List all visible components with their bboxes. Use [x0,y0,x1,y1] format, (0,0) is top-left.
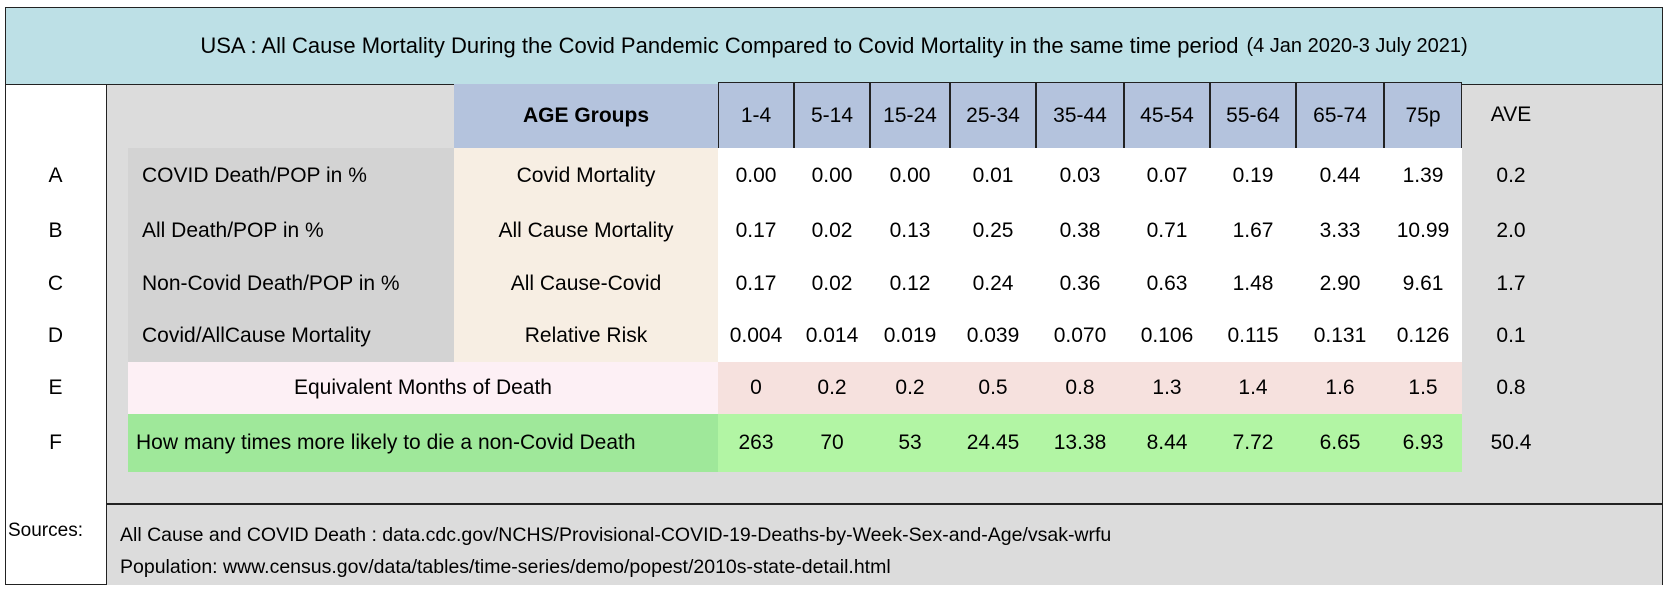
letter-column-divider [106,85,107,585]
title-period: (4 Jan 2020-3 July 2021) [1246,34,1468,57]
value-cell: 0.014 [794,310,870,362]
value-cell: 0.24 [950,258,1036,310]
column-header: 35-44 [1036,82,1124,148]
value-cell: 0.36 [1036,258,1124,310]
value-cell: 2.90 [1296,258,1384,310]
value-cell: 0 [718,362,794,414]
ave-cell: 0.8 [1496,376,1526,399]
value-cell: 263 [718,414,794,472]
value-cell: 6.93 [1384,414,1462,472]
value-cell: 1.5 [1384,362,1462,414]
value-cell: 0.8 [1036,362,1124,414]
value-cell: 1.67 [1210,203,1296,258]
value-cell: 3.33 [1296,203,1384,258]
column-header: 65-74 [1296,82,1384,148]
sources-label: Sources: [8,520,83,541]
ave-cell: 0.1 [1496,324,1526,347]
value-cell: 10.99 [1384,203,1462,258]
value-cell: 0.63 [1124,258,1210,310]
value-cell: 0.131 [1296,310,1384,362]
column-header: 25-34 [950,82,1036,148]
value-cell: 0.19 [1210,148,1296,203]
value-cell: 0.5 [950,362,1036,414]
sources-panel [107,504,1662,585]
column-header: 55-64 [1210,82,1296,148]
value-cell: 0.03 [1036,148,1124,203]
ave-cell: 1.7 [1496,272,1526,295]
value-cell: 0.115 [1210,310,1296,362]
row-letter: D [47,324,64,347]
value-cell: 70 [794,414,870,472]
column-header: 5-14 [794,82,870,148]
value-cell: 0.17 [718,258,794,310]
value-cell: 1.4 [1210,362,1296,414]
value-cell: 0.07 [1124,148,1210,203]
value-cell: 6.65 [1296,414,1384,472]
column-header: 15-24 [870,82,950,148]
source-line-deaths: All Cause and COVID Death : data.cdc.gov… [120,524,1112,546]
value-cell: 1.3 [1124,362,1210,414]
value-cell: 53 [870,414,950,472]
ave-cell: 0.2 [1496,163,1526,187]
value-cell: 0.106 [1124,310,1210,362]
row-label: All Death/POP in % [128,203,454,258]
value-cell: 1.39 [1384,148,1462,203]
source-line-population: Population: www.census.gov/data/tables/t… [120,556,891,578]
value-cell: 0.13 [870,203,950,258]
row-description: Relative Risk [454,310,718,362]
value-cell: 0.01 [950,148,1036,203]
value-cell: 0.02 [794,258,870,310]
value-cell: 0.25 [950,203,1036,258]
value-cell: 0.004 [718,310,794,362]
row-letter: F [49,431,62,454]
value-cell: 0.2 [870,362,950,414]
value-cell: 0.02 [794,203,870,258]
value-cell: 1.48 [1210,258,1296,310]
column-header: 75p [1384,82,1462,148]
row-letter: A [48,163,63,187]
row-letter: C [47,272,64,295]
row-label: Equivalent Months of Death [128,362,718,414]
value-cell: 0.44 [1296,148,1384,203]
value-cell: 9.61 [1384,258,1462,310]
row-label: Non-Covid Death/POP in % [128,258,454,310]
value-cell: 0.039 [950,310,1036,362]
page-title: USA : All Cause Mortality During the Cov… [200,33,1239,58]
column-header: 1-4 [718,82,794,148]
ave-cell: 2.0 [1496,218,1526,242]
value-cell: 24.45 [950,414,1036,472]
value-cell: 0.38 [1036,203,1124,258]
value-cell: 0.019 [870,310,950,362]
table-bottom-divider [107,503,1662,504]
value-cell: 0.00 [870,148,950,203]
row-label: COVID Death/POP in % [128,148,454,203]
age-groups-header: AGE Groups [454,84,718,148]
value-cell: 7.72 [1210,414,1296,472]
value-cell: 0.126 [1384,310,1462,362]
row-label: How many times more likely to die a non-… [128,414,718,472]
value-cell: 0.070 [1036,310,1124,362]
row-letter: E [48,376,63,399]
row-description: All Cause-Covid [454,258,718,310]
row-description: Covid Mortality [454,148,718,203]
title-bar: USA : All Cause Mortality During the Cov… [5,7,1663,85]
value-cell: 1.6 [1296,362,1384,414]
value-cell: 0.00 [718,148,794,203]
row-description: All Cause Mortality [454,203,718,258]
ave-header: AVE [1490,103,1532,126]
value-cell: 8.44 [1124,414,1210,472]
value-cell: 0.71 [1124,203,1210,258]
value-cell: 0.2 [794,362,870,414]
column-header: 45-54 [1124,82,1210,148]
ave-cell: 50.4 [1490,431,1532,454]
row-letter: B [48,218,63,242]
value-cell: 0.17 [718,203,794,258]
row-label: Covid/AllCause Mortality [128,310,454,362]
value-cell: 13.38 [1036,414,1124,472]
value-cell: 0.12 [870,258,950,310]
value-cell: 0.00 [794,148,870,203]
